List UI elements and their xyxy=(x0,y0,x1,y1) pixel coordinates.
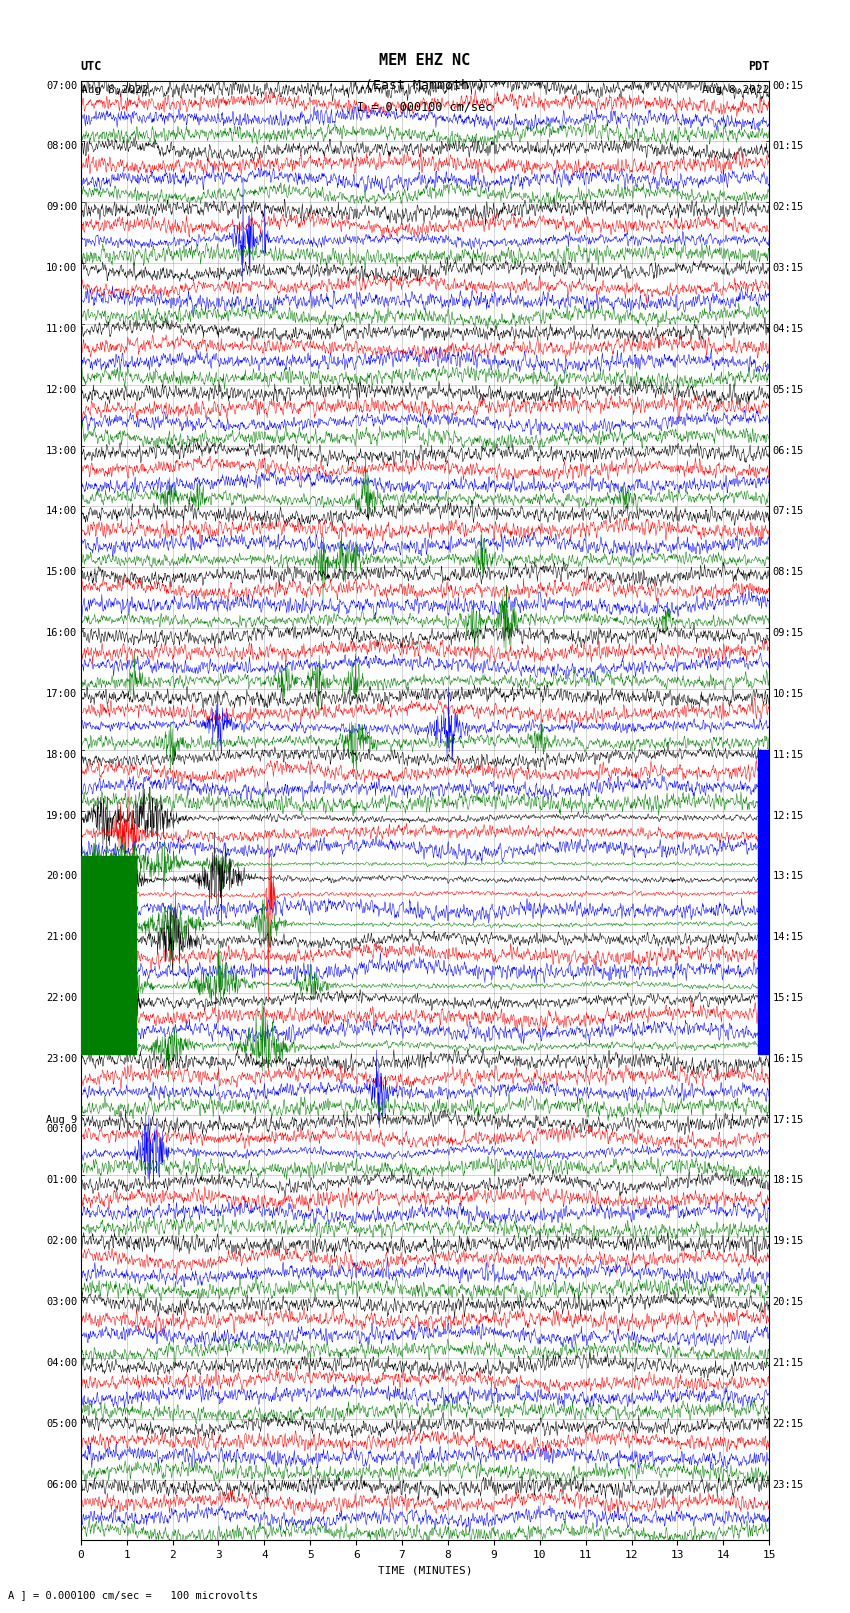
Bar xyxy=(757,750,769,1053)
Text: 04:15: 04:15 xyxy=(773,324,804,334)
Text: I = 0.000100 cm/sec: I = 0.000100 cm/sec xyxy=(357,100,493,113)
Text: 08:00: 08:00 xyxy=(46,142,77,152)
Text: 08:15: 08:15 xyxy=(773,568,804,577)
Text: 04:00: 04:00 xyxy=(46,1358,77,1368)
Text: 20:15: 20:15 xyxy=(773,1297,804,1307)
Text: 13:00: 13:00 xyxy=(46,445,77,455)
Text: 15:15: 15:15 xyxy=(773,994,804,1003)
Text: 11:00: 11:00 xyxy=(46,324,77,334)
Text: UTC: UTC xyxy=(81,60,102,73)
Text: 18:00: 18:00 xyxy=(46,750,77,760)
Text: 07:00: 07:00 xyxy=(46,81,77,90)
Text: 21:00: 21:00 xyxy=(46,932,77,942)
Text: 10:15: 10:15 xyxy=(773,689,804,698)
Text: 21:15: 21:15 xyxy=(773,1358,804,1368)
Text: 23:00: 23:00 xyxy=(46,1053,77,1065)
Text: 03:00: 03:00 xyxy=(46,1297,77,1307)
Text: 01:15: 01:15 xyxy=(773,142,804,152)
Text: MEM EHZ NC: MEM EHZ NC xyxy=(379,53,471,68)
Text: 14:00: 14:00 xyxy=(46,506,77,516)
Text: 02:15: 02:15 xyxy=(773,202,804,213)
Text: Aug 8,2022: Aug 8,2022 xyxy=(702,85,769,95)
Text: 12:15: 12:15 xyxy=(773,811,804,821)
Text: 09:15: 09:15 xyxy=(773,627,804,639)
Text: 06:00: 06:00 xyxy=(46,1479,77,1489)
Text: 18:15: 18:15 xyxy=(773,1176,804,1186)
Text: 20:00: 20:00 xyxy=(46,871,77,881)
Text: 16:00: 16:00 xyxy=(46,627,77,639)
Text: 16:15: 16:15 xyxy=(773,1053,804,1065)
Text: 01:00: 01:00 xyxy=(46,1176,77,1186)
Text: 15:00: 15:00 xyxy=(46,568,77,577)
Text: (East Mammoth ): (East Mammoth ) xyxy=(365,79,485,92)
Text: 12:00: 12:00 xyxy=(46,386,77,395)
Text: 09:00: 09:00 xyxy=(46,202,77,213)
Text: 07:15: 07:15 xyxy=(773,506,804,516)
Text: 19:15: 19:15 xyxy=(773,1236,804,1247)
Text: 13:15: 13:15 xyxy=(773,871,804,881)
Text: 17:15: 17:15 xyxy=(773,1115,804,1124)
X-axis label: TIME (MINUTES): TIME (MINUTES) xyxy=(377,1566,473,1576)
Text: A ] = 0.000100 cm/sec =   100 microvolts: A ] = 0.000100 cm/sec = 100 microvolts xyxy=(8,1590,258,1600)
Text: 05:00: 05:00 xyxy=(46,1419,77,1429)
Bar xyxy=(81,857,136,1053)
Text: 03:15: 03:15 xyxy=(773,263,804,273)
Text: 05:15: 05:15 xyxy=(773,386,804,395)
Text: 11:15: 11:15 xyxy=(773,750,804,760)
Text: Aug 9
00:00: Aug 9 00:00 xyxy=(46,1115,77,1134)
Text: PDT: PDT xyxy=(748,60,769,73)
Text: 10:00: 10:00 xyxy=(46,263,77,273)
Text: Aug 8,2022: Aug 8,2022 xyxy=(81,85,148,95)
Text: 22:00: 22:00 xyxy=(46,994,77,1003)
Text: 14:15: 14:15 xyxy=(773,932,804,942)
Text: 23:15: 23:15 xyxy=(773,1479,804,1489)
Text: 02:00: 02:00 xyxy=(46,1236,77,1247)
Text: 06:15: 06:15 xyxy=(773,445,804,455)
Text: 00:15: 00:15 xyxy=(773,81,804,90)
Text: 22:15: 22:15 xyxy=(773,1419,804,1429)
Text: 17:00: 17:00 xyxy=(46,689,77,698)
Text: 19:00: 19:00 xyxy=(46,811,77,821)
